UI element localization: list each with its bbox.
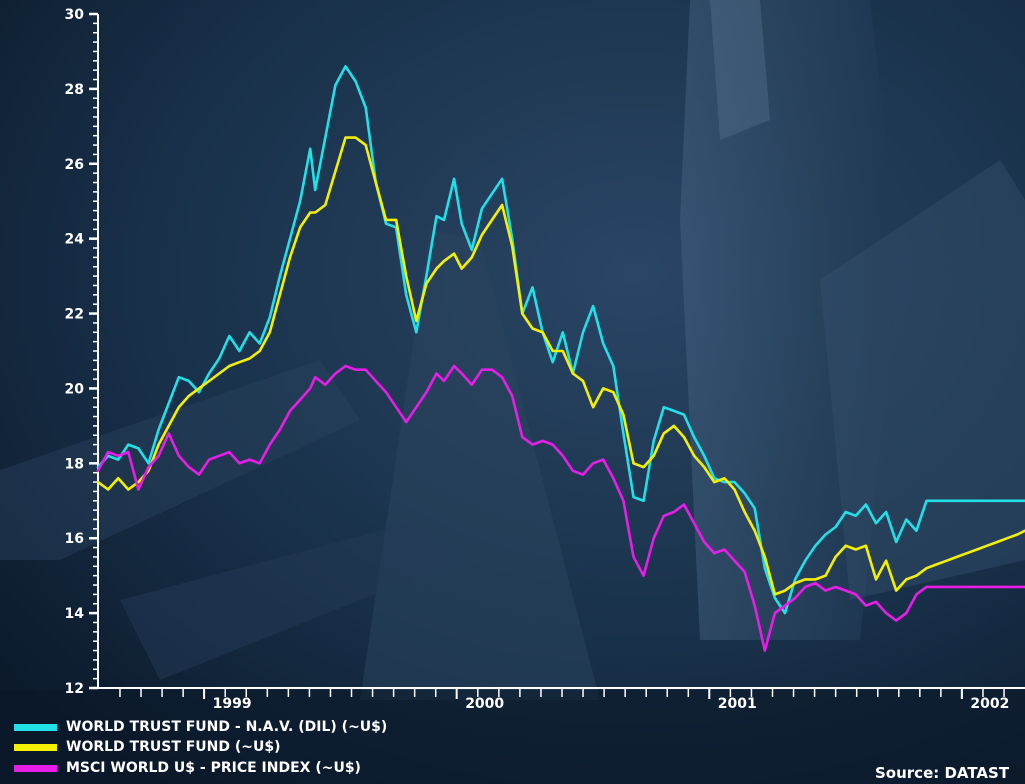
- series-line-fund: [96, 136, 1025, 596]
- y-tick-label: 24: [65, 232, 85, 248]
- y-tick-label: 14: [65, 606, 85, 622]
- source-credit: Source: DATAST: [875, 764, 1010, 782]
- x-tick-label: 1999: [213, 696, 252, 712]
- x-tick-label: 2002: [970, 696, 1009, 712]
- legend-swatch-fund: [14, 744, 57, 751]
- y-tick-label: 16: [65, 531, 84, 547]
- legend-item: WORLD TRUST FUND (~U$): [14, 739, 281, 755]
- legend-item: WORLD TRUST FUND - N.A.V. (DIL) (~U$): [14, 719, 387, 735]
- series-lines: [96, 65, 1025, 652]
- y-tick-label: 26: [65, 157, 84, 173]
- series-line-nav: [96, 65, 1025, 615]
- y-tick-label: 28: [65, 82, 84, 98]
- legend-swatch-msci: [14, 765, 57, 772]
- y-tick-label: 20: [65, 381, 85, 397]
- x-tick-label: 2001: [718, 696, 757, 712]
- series-line-msci: [96, 364, 1025, 652]
- legend-item: MSCI WORLD U$ - PRICE INDEX (~U$): [14, 760, 361, 776]
- legend-label-fund: WORLD TRUST FUND (~U$): [66, 739, 281, 755]
- y-tick-label: 18: [65, 456, 84, 472]
- legend: WORLD TRUST FUND - N.A.V. (DIL) (~U$) WO…: [14, 719, 387, 776]
- y-tick-label: 12: [65, 681, 84, 697]
- legend-swatch-nav: [14, 724, 57, 731]
- x-tick-label: 2000: [465, 696, 504, 712]
- y-tick-label: 30: [65, 7, 85, 23]
- y-tick-label: 22: [65, 307, 84, 323]
- y-ticks: 12 14 16 18 20 22 24 26 28 30: [65, 7, 98, 697]
- legend-label-msci: MSCI WORLD U$ - PRICE INDEX (~U$): [66, 760, 361, 776]
- x-ticks: 1999 2000 2001 2002: [203, 688, 1009, 712]
- legend-label-nav: WORLD TRUST FUND - N.A.V. (DIL) (~U$): [66, 719, 387, 735]
